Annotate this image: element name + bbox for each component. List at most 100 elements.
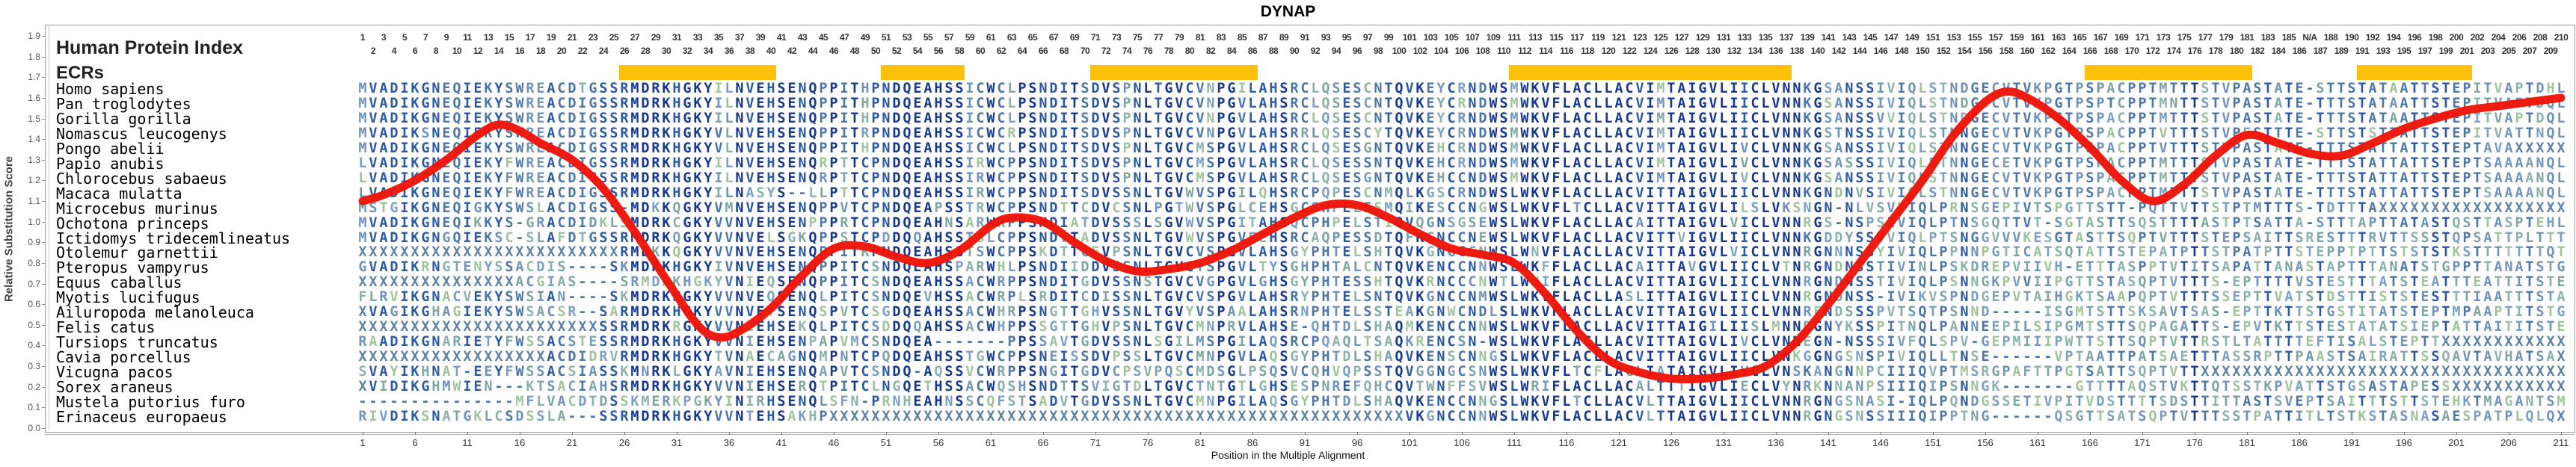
species-name: Sorex araneus (56, 378, 173, 396)
y-tick-label: 1.7 (28, 72, 40, 83)
header-number: 199 (2438, 46, 2453, 56)
header-number: 167 (2093, 32, 2108, 43)
header-number: 86 (1247, 46, 1258, 56)
x-tick-mark (1200, 432, 1201, 435)
header-number: 55 (923, 32, 933, 43)
header-number: 184 (2271, 46, 2286, 56)
x-axis-label: Position in the Multiple Alignment (1211, 449, 1365, 461)
header-number: 39 (755, 32, 766, 43)
x-tick-label: 141 (1820, 437, 1836, 448)
y-tick-label: 1.1 (28, 196, 40, 207)
header-number: 71 (1090, 32, 1101, 43)
header-number: 9 (443, 32, 449, 43)
header-number: 194 (2386, 32, 2401, 43)
header-number: 108 (1475, 46, 1490, 56)
y-tick-mark (42, 428, 46, 429)
header-number: 64 (1017, 46, 1027, 56)
header-number: 53 (902, 32, 912, 43)
header-number: 154 (1957, 46, 1972, 56)
header-number: 133 (1737, 32, 1752, 43)
x-tick-label: 91 (1299, 437, 1311, 448)
header-number: 195 (2397, 46, 2411, 56)
header-number: 102 (1413, 46, 1427, 56)
y-tick-label: 0.2 (28, 381, 40, 392)
header-number: 122 (1622, 46, 1637, 56)
x-tick-mark (467, 432, 468, 435)
header-number: 58 (954, 46, 965, 56)
header-number: 190 (2344, 32, 2359, 43)
header-number: 20 (556, 46, 567, 56)
species-name: Tursiops truncatus (56, 333, 218, 352)
header-number: 79 (1174, 32, 1184, 43)
y-tick-label: 1.9 (28, 31, 40, 42)
y-tick-label: 1.8 (28, 51, 40, 62)
y-tick-label: 0.3 (28, 361, 40, 372)
x-tick-label: 6 (412, 437, 418, 448)
x-tick-label: 111 (1507, 437, 1522, 448)
x-tick-mark (886, 432, 887, 435)
header-number: 27 (630, 32, 640, 43)
header-number: 197 (2417, 46, 2432, 56)
species-name: Ictidomys tridecemlineatus (56, 229, 291, 247)
species-name: Mustela putorius furo (56, 392, 245, 411)
header-number: 147 (1884, 32, 1899, 43)
header-number: 70 (1080, 46, 1090, 56)
species-name: Papio anubis (56, 154, 165, 173)
header-number: 92 (1310, 46, 1321, 56)
header-number: 181 (2240, 32, 2254, 43)
header-number: 157 (1988, 32, 2003, 43)
header-number: 140 (1810, 46, 1825, 56)
header-number: 49 (860, 32, 870, 43)
species-name: Microcebus murinus (56, 199, 218, 217)
x-tick-mark (1305, 432, 1306, 435)
x-tick-label: 36 (723, 437, 735, 448)
y-tick-label: 0.5 (28, 319, 40, 330)
species-name: Vicugna pacos (56, 363, 173, 382)
header-number: 137 (1779, 32, 1794, 43)
header-number: 160 (2020, 46, 2035, 56)
header-number: 156 (1978, 46, 1993, 56)
x-tick-label: 201 (2448, 437, 2465, 448)
header-number: 164 (2062, 46, 2077, 56)
header-number: 202 (2470, 32, 2485, 43)
species-name: Ochotona princeps (56, 214, 209, 232)
ecr-bar (2085, 65, 2252, 80)
header-number: 143 (1842, 32, 1857, 43)
y-tick-label: 0.7 (28, 278, 40, 289)
x-tick-mark (1357, 432, 1358, 435)
header-number: 200 (2449, 32, 2464, 43)
header-number: 32 (682, 46, 692, 56)
header-number: 174 (2166, 46, 2181, 56)
header-number: 170 (2124, 46, 2139, 56)
header-number: 152 (1936, 46, 1951, 56)
header-number: 47 (839, 32, 849, 43)
header-number: 87 (1258, 32, 1268, 43)
header-number: 182 (2250, 46, 2265, 56)
x-tick-mark (1619, 432, 1620, 435)
x-tick-mark (2561, 432, 2562, 435)
species-name: Felis catus (56, 318, 156, 337)
species-name: Pan troglodytes (56, 94, 191, 113)
y-tick-label: 1.6 (28, 92, 40, 103)
header-number: 1 (360, 32, 366, 43)
y-tick-mark (42, 324, 46, 326)
y-tick-label: 0.6 (28, 299, 40, 310)
x-tick-label: 106 (1454, 437, 1470, 448)
y-tick-mark (42, 386, 46, 388)
x-tick-mark (1462, 432, 1463, 435)
header-number: 203 (2480, 46, 2495, 56)
y-tick-label: 1.4 (28, 134, 40, 145)
species-name: Pongo abelii (56, 139, 165, 158)
y-tick-mark (42, 407, 46, 409)
x-tick-mark (1514, 432, 1515, 435)
x-tick-label: 51 (880, 437, 892, 448)
header-number: 72 (1101, 46, 1111, 56)
header-number: 65 (1027, 32, 1038, 43)
